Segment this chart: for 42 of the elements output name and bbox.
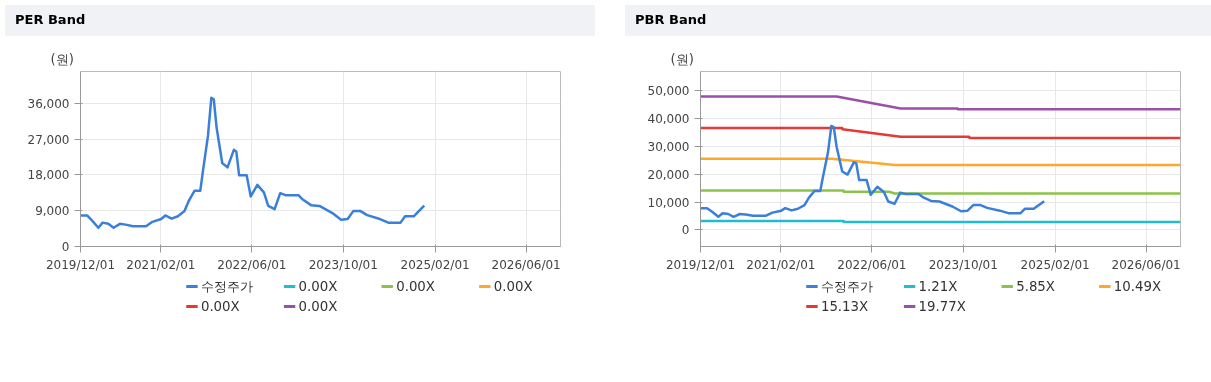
x-tick-label: 2023/10/01 <box>308 257 378 272</box>
legend-label: 5.85X <box>1016 279 1055 294</box>
y-tick-label: 27,000 <box>27 132 70 147</box>
chart-title: PBR Band <box>625 5 1211 36</box>
y-tick-label: 40,000 <box>647 112 690 127</box>
line-series <box>80 96 426 230</box>
line-series <box>700 124 1046 219</box>
legend-label: 15.13X <box>820 299 869 314</box>
legend-label: 19.77X <box>918 299 966 314</box>
x-tick-label: 2025/02/01 <box>400 257 470 272</box>
y-tick-label: 9,000 <box>35 204 70 219</box>
legend-label: 0.00X <box>298 279 338 294</box>
legend-label: 수정주가 <box>200 279 253 294</box>
legend-label: 0.00X <box>396 279 435 294</box>
x-tick-label: 2022/06/01 <box>217 257 287 272</box>
x-tick-label: 2022/06/01 <box>837 257 907 272</box>
y-tick-label: 36,000 <box>27 96 70 111</box>
y-tick-label: 30,000 <box>647 140 690 154</box>
y-tick-label: 20,000 <box>647 167 690 182</box>
y-tick-label: 10,000 <box>647 195 690 210</box>
y-axis-title: (원) <box>670 51 694 67</box>
x-tick-label: 2019/12/01 <box>45 257 116 272</box>
legend-label: 0.00X <box>493 279 533 294</box>
legend-label: 0.00X <box>298 299 338 314</box>
x-tick-label: 2026/06/01 <box>1111 257 1181 272</box>
y-tick-label: 50,000 <box>647 84 690 99</box>
legend-label: 0.00X <box>200 299 240 314</box>
legend-label: 수정주가 <box>820 279 873 294</box>
legend-label: 1.21X <box>918 279 958 294</box>
chart-title: PER Band <box>5 5 595 36</box>
y-tick-label: 18,000 <box>27 168 70 183</box>
x-tick-label: 2023/10/01 <box>928 257 998 272</box>
y-tick-label: 0 <box>681 223 690 238</box>
x-tick-label: 2021/02/01 <box>746 257 816 272</box>
line-series <box>700 126 1181 140</box>
x-tick-label: 2019/12/01 <box>665 257 736 272</box>
legend-label: 10.49X <box>1113 279 1162 294</box>
x-tick-label: 2021/02/01 <box>126 257 196 272</box>
x-tick-label: 2026/06/01 <box>491 257 561 272</box>
y-tick-label: 0 <box>61 240 70 254</box>
y-axis-title: (원) <box>50 51 74 67</box>
x-tick-label: 2025/02/01 <box>1020 257 1090 272</box>
